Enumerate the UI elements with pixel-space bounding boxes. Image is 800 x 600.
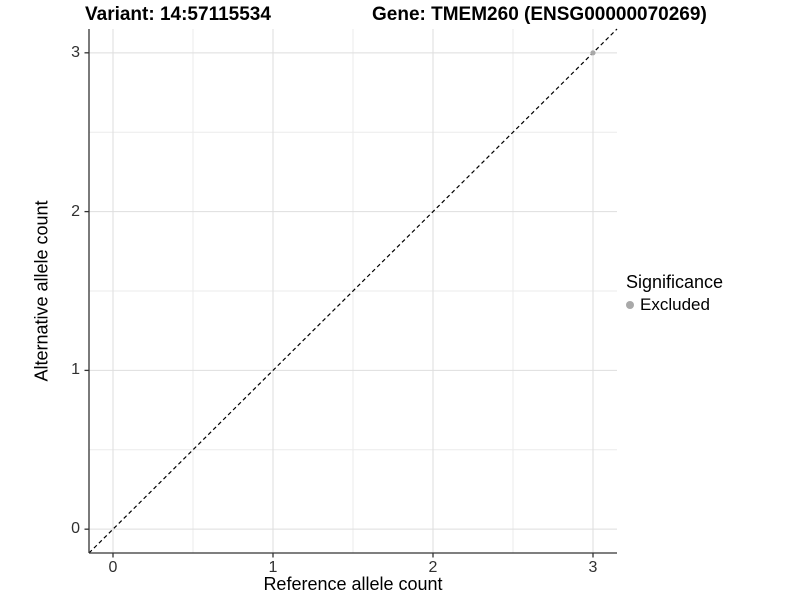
legend-item-label: Excluded [640,295,710,314]
data-point [590,50,596,56]
x-tick-label-0: 0 [108,559,118,576]
gene-title: Gene: TMEM260 (ENSG00000070269) [372,4,707,25]
excluded-point-icon [626,300,634,309]
x-tick-label-1: 1 [268,559,278,576]
variant-title: Variant: 14:57115534 [85,4,271,25]
identity-line [88,28,618,554]
y-tick-label-1: 1 [71,361,80,378]
y-tick-label-0: 0 [71,520,80,537]
legend-title: Significance [626,272,724,292]
legend-item-excluded: Excluded [626,295,723,314]
legend: Significance Excluded [626,272,723,314]
x-tick-label-3: 3 [588,559,598,576]
y-tick-label-2: 2 [71,203,80,220]
y-tick-label-3: 3 [71,44,80,61]
y-axis-label: Alternative allele count [31,200,52,382]
x-axis-label: Reference allele count [263,574,443,594]
x-tick-label-2: 2 [428,559,438,576]
